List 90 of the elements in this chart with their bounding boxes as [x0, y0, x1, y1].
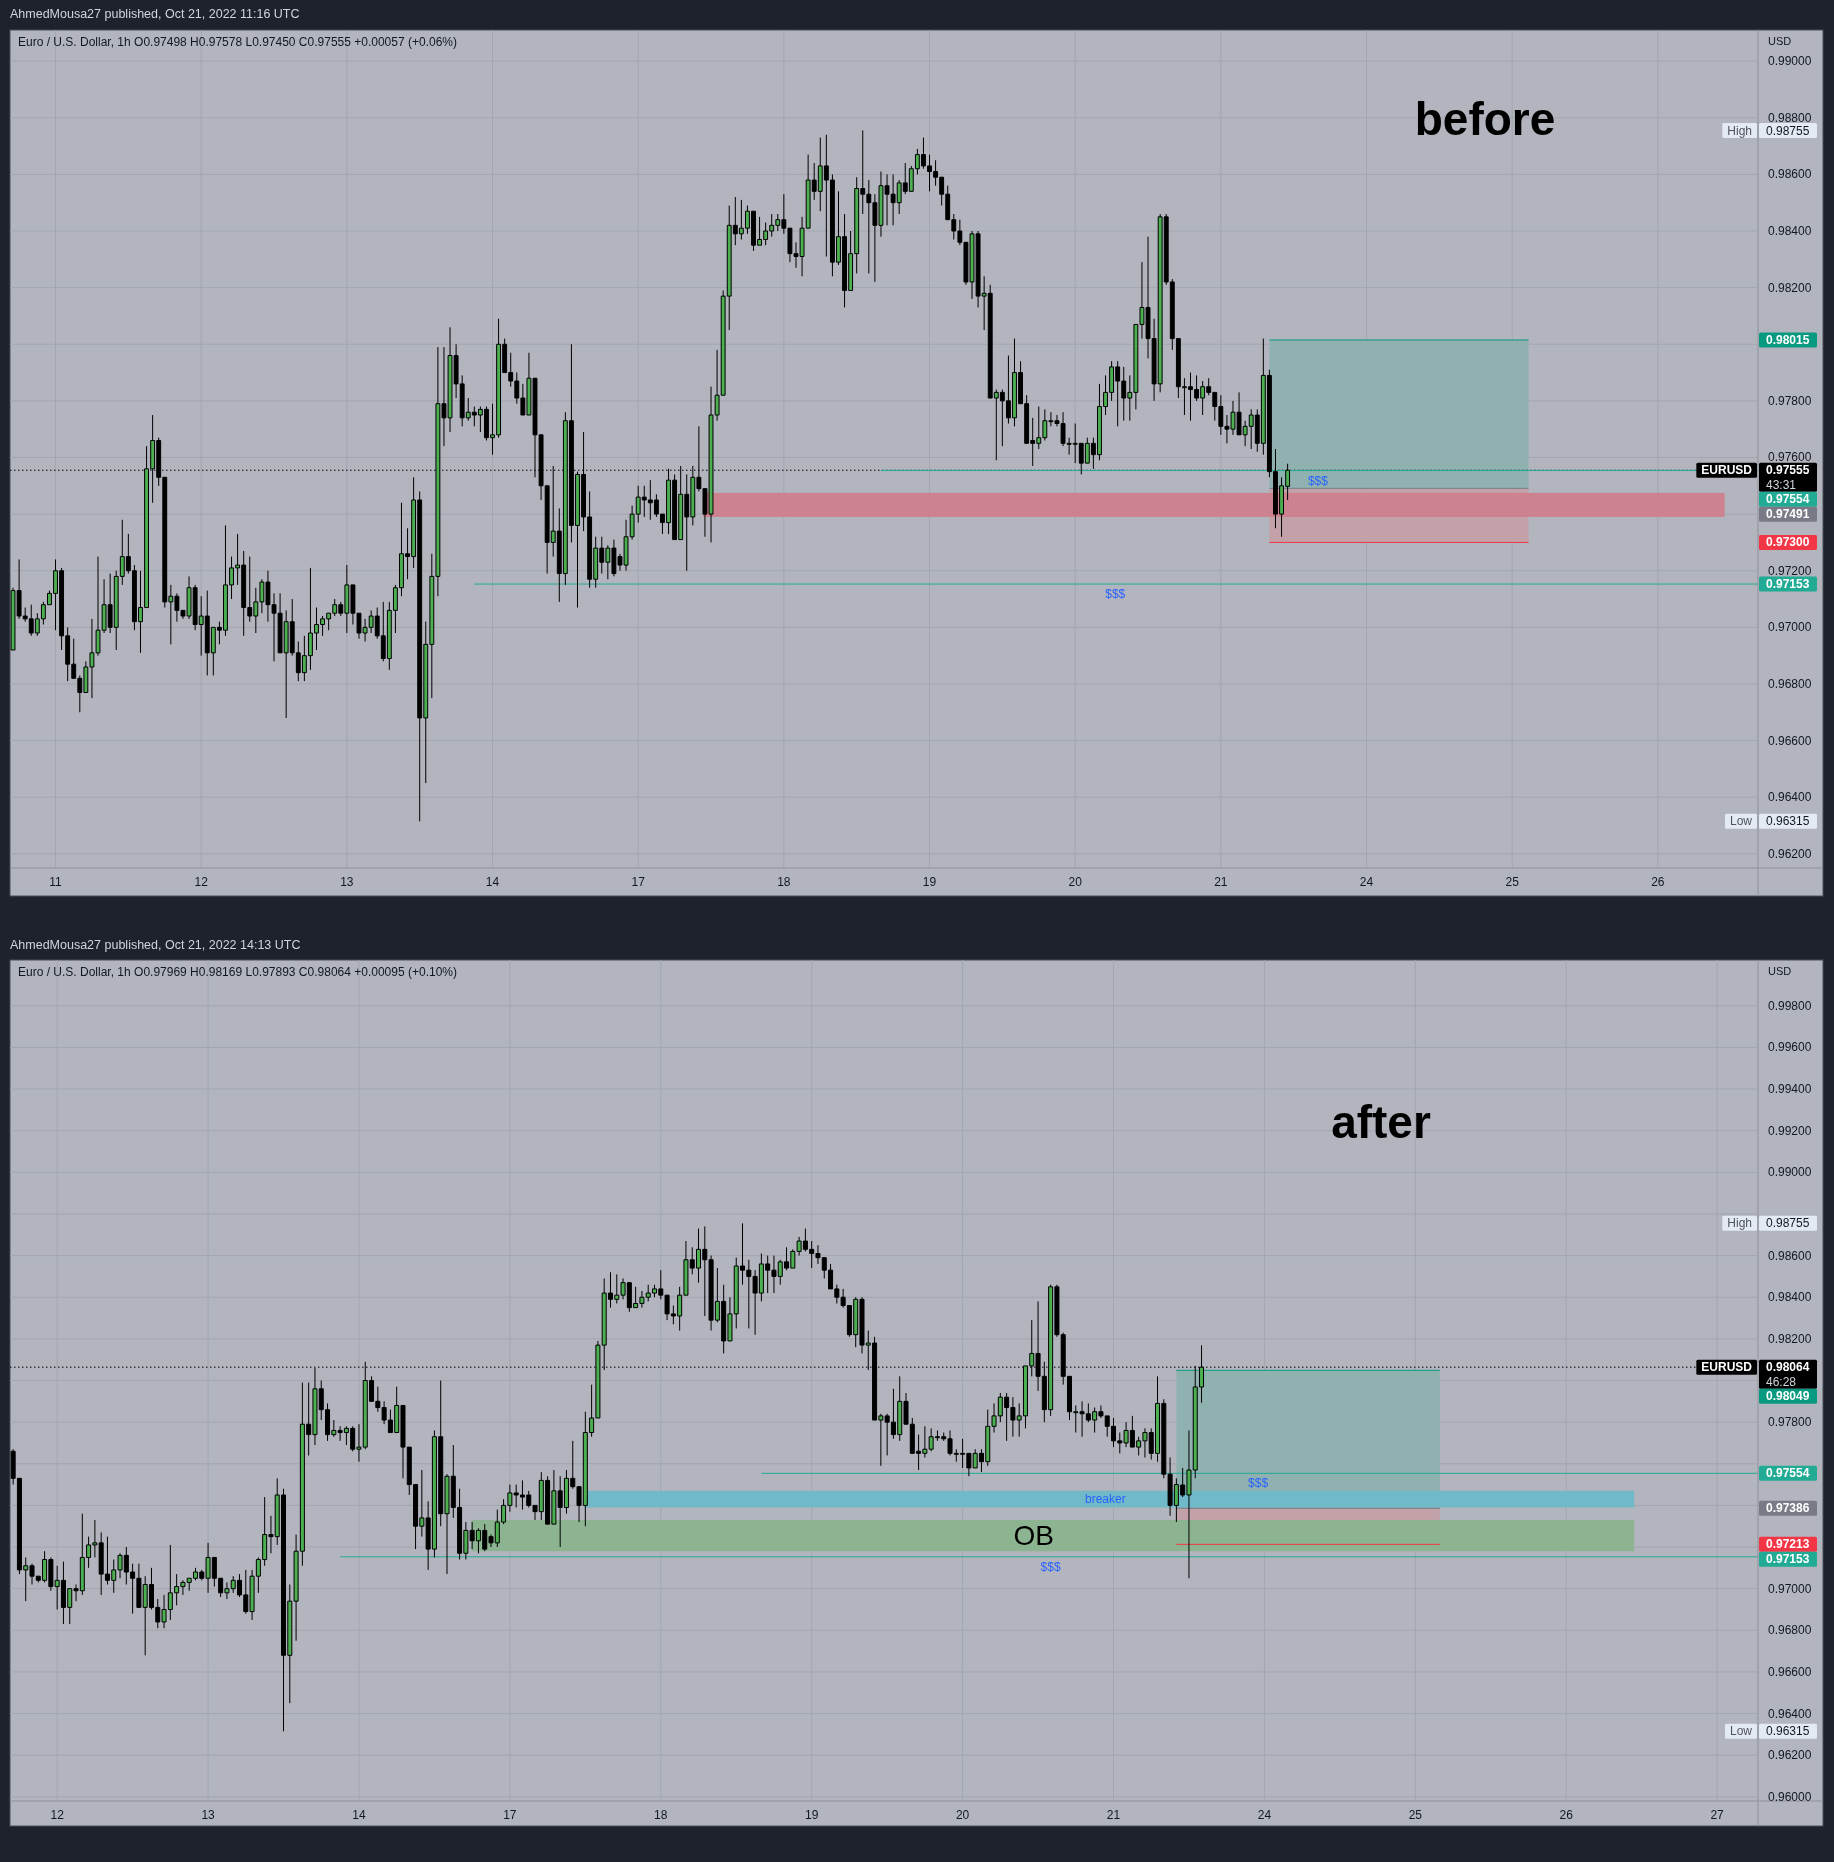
y-tick-label: 0.99000 [1768, 54, 1812, 69]
annotation: Euro / U.S. Dollar, 1h O0.97498 H0.97578 L0.97450 C0.97555 +0.00057 (+0.06%) [18, 35, 457, 49]
x-tick-label: 18 [777, 875, 791, 889]
text: 0.97300 [1766, 535, 1810, 550]
ref-line-label: EURUSD [1701, 463, 1753, 478]
annotation: High [1727, 1216, 1752, 1231]
x-tick-label: 21 [1214, 875, 1228, 889]
text: 0.97554 [1766, 492, 1810, 507]
ref-line-label: $$$ [1307, 473, 1329, 488]
x-tick-label: 18 [654, 1808, 668, 1822]
text: 0.98015 [1766, 333, 1810, 347]
x-tick-label: 13 [201, 1808, 216, 1822]
x-tick-label: 25 [1408, 1808, 1423, 1822]
y-tick-label: 0.96800 [1768, 1623, 1812, 1638]
x-tick-label: 24 [1257, 1808, 1272, 1822]
annotation: Low [1729, 1724, 1753, 1739]
ref-line-label: $$$ [1248, 1476, 1269, 1491]
x-tick-label: 21 [1106, 1808, 1121, 1822]
text: 0.96315 [1766, 814, 1810, 829]
annotation: Low [1729, 814, 1753, 829]
x-tick-label: 25 [1505, 875, 1520, 889]
x-tick-label: 27 [1710, 1808, 1725, 1822]
x-tick-label: 20 [1068, 875, 1083, 889]
x-tick-label: 11 [49, 875, 63, 889]
x-tick-label: 12 [194, 875, 209, 889]
x-tick-label: 14 [485, 875, 500, 889]
y-tick-label: 0.96200 [1768, 846, 1812, 861]
text: AhmedMousa27 published, Oct 21, 2022 11:16 UTC [10, 7, 300, 21]
y-tick-label: 0.97200 [1768, 563, 1812, 578]
y-tick-label: 0.97000 [1768, 620, 1812, 635]
text: 0.98755 [1766, 123, 1810, 138]
y-tick-label: 0.99400 [1768, 1082, 1812, 1097]
y-tick-label: 0.99000 [1768, 1165, 1812, 1180]
y-tick-label: 0.98200 [1768, 280, 1812, 295]
x-tick-label: 26 [1651, 875, 1665, 889]
text: 0.98049 [1766, 1389, 1810, 1404]
y-tick-label: 0.97800 [1768, 1415, 1812, 1430]
y-tick-label: 0.96600 [1768, 1664, 1812, 1679]
x-tick-label: 13 [340, 875, 354, 889]
y-tick-label: 0.96200 [1768, 1748, 1812, 1763]
ref-line-label: $$$ [1105, 587, 1126, 602]
y-tick-label: 0.98800 [1768, 110, 1812, 125]
text: 0.98755 [1766, 1216, 1810, 1231]
y-tick-label: 0.96400 [1768, 790, 1812, 805]
y-tick-label: 0.98200 [1768, 1331, 1812, 1346]
text: 0.97554 [1766, 1466, 1810, 1481]
x-tick-label: 17 [503, 1808, 517, 1822]
text: 0.97386 [1766, 1501, 1810, 1516]
y-tick-label: 0.98400 [1768, 224, 1812, 239]
ref-line-label: EURUSD [1701, 1360, 1753, 1375]
x-tick-label: 14 [352, 1808, 366, 1822]
y-tick-label: 0.96800 [1768, 676, 1812, 691]
y-tick-label: 0.97600 [1768, 450, 1812, 465]
text: 0.97491 [1766, 507, 1810, 522]
text: 0.97153 [1766, 577, 1810, 592]
x-tick-label: 12 [50, 1808, 65, 1822]
text: 0.96315 [1766, 1724, 1810, 1739]
ref-line-label: $$$ [1040, 1559, 1061, 1574]
annotation: High [1727, 123, 1752, 138]
text: after [1331, 1096, 1431, 1148]
y-tick-label: 0.99800 [1768, 998, 1812, 1013]
annotation: Euro / U.S. Dollar, 1h O0.97969 H0.98169 L0.97893 C0.98064 +0.00095 (+0.10%) [18, 965, 457, 979]
x-tick-label: 19 [805, 1808, 819, 1822]
y-tick-label: 0.96600 [1768, 733, 1812, 748]
band-label: OB [1013, 1520, 1054, 1552]
text: 0.97153 [1766, 1552, 1810, 1567]
y-tick-label: 0.96400 [1768, 1706, 1812, 1721]
text: 0.97213 [1766, 1537, 1810, 1552]
text: 0.97555 [1766, 463, 1810, 478]
x-tick-label: 17 [631, 875, 646, 889]
y-tick-label: 0.97000 [1768, 1581, 1812, 1596]
y-axis-title: USD [1768, 35, 1792, 47]
band-label: breaker [1084, 1492, 1126, 1507]
x-tick-label: 26 [1559, 1808, 1574, 1822]
x-tick-label: 20 [955, 1808, 970, 1822]
text: 0.98064 [1766, 1360, 1810, 1375]
y-tick-label: 0.98600 [1768, 167, 1812, 182]
text: before [1414, 93, 1556, 145]
x-tick-label: 19 [922, 875, 937, 889]
y-tick-label: 0.98600 [1768, 1248, 1812, 1263]
y-tick-label: 0.99200 [1768, 1123, 1812, 1138]
text: AhmedMousa27 published, Oct 21, 2022 14:13 UTC [10, 938, 301, 952]
text: 43:31 [1766, 477, 1797, 492]
x-tick-label: 24 [1359, 875, 1374, 889]
y-tick-label: 0.97800 [1768, 393, 1812, 408]
y-tick-label: 0.99600 [1768, 1040, 1812, 1055]
text: 46:28 [1766, 1374, 1797, 1389]
y-axis-title: USD [1768, 965, 1792, 977]
y-tick-label: 0.96000 [1768, 1789, 1812, 1804]
y-tick-label: 0.98400 [1768, 1290, 1812, 1305]
